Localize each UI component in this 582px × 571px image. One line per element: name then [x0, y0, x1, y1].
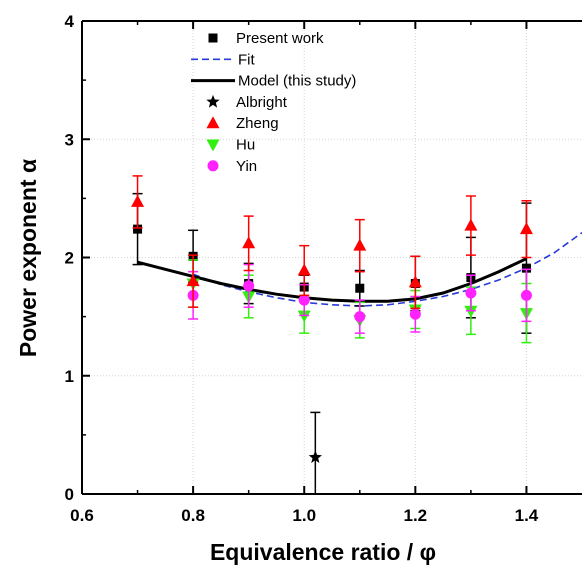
data-point-yin [465, 287, 477, 299]
legend-label-present-work: Present work [236, 30, 324, 47]
x-tick-label: 0.6 [70, 506, 94, 525]
data-point-yin [354, 311, 366, 323]
legend-label-hu: Hu [236, 137, 255, 154]
x-axis-title: Equivalence ratio / φ [210, 539, 436, 565]
data-point-zheng [408, 275, 422, 288]
y-tick-label: 0 [65, 485, 74, 504]
data-point-zheng [353, 238, 367, 251]
legend-marker-albright [206, 94, 220, 108]
data-point-hu [464, 305, 478, 318]
data-point-yin [298, 294, 310, 306]
data-point-zheng [186, 274, 200, 287]
data-point-yin [520, 289, 532, 301]
data-point-zheng [297, 263, 311, 276]
series-line-fit [192, 232, 582, 307]
data-point-yin [409, 308, 421, 320]
legend-marker-present-work [208, 33, 218, 43]
y-tick-label: 3 [65, 130, 74, 149]
data-point-present-work [355, 283, 365, 293]
data-point-albright [308, 450, 322, 463]
y-tick-label: 1 [65, 367, 74, 386]
x-tick-label: 1.4 [515, 506, 539, 525]
legend-label-fit: Fit [238, 51, 255, 68]
legend-marker-hu [206, 139, 220, 152]
data-point-zheng [519, 222, 533, 235]
legend-label-zheng: Zheng [236, 115, 279, 132]
data-point-present-work [133, 224, 143, 234]
x-tick-label: 1.0 [292, 506, 316, 525]
y-tick-label: 4 [65, 12, 75, 31]
data-point-yin [243, 280, 255, 292]
axes: 0.6 0.8 1.0 1.2 1.4 0 1 2 3 4 [65, 12, 582, 525]
series-layer [131, 175, 582, 494]
legend-label-model-this-study-: Model (this study) [238, 73, 356, 90]
x-tick-label: 0.8 [181, 506, 205, 525]
data-point-present-work [521, 263, 531, 273]
legend: Present work Fit Model (this study) Albrigh… [191, 30, 356, 175]
series-line-model-this-study- [137, 257, 528, 303]
data-point-hu [297, 310, 311, 323]
data-point-zheng [131, 194, 145, 207]
data-point-zheng [242, 236, 256, 249]
x-tick-label: 1.2 [404, 506, 428, 525]
legend-label-yin: Yin [236, 158, 257, 175]
y-axis-title: Power exponent α [15, 159, 41, 357]
legend-marker-yin [207, 160, 219, 172]
legend-marker-zheng [206, 116, 220, 129]
data-point-zheng [464, 218, 478, 231]
y-tick-label: 2 [65, 249, 74, 268]
legend-label-albright: Albright [236, 94, 288, 111]
